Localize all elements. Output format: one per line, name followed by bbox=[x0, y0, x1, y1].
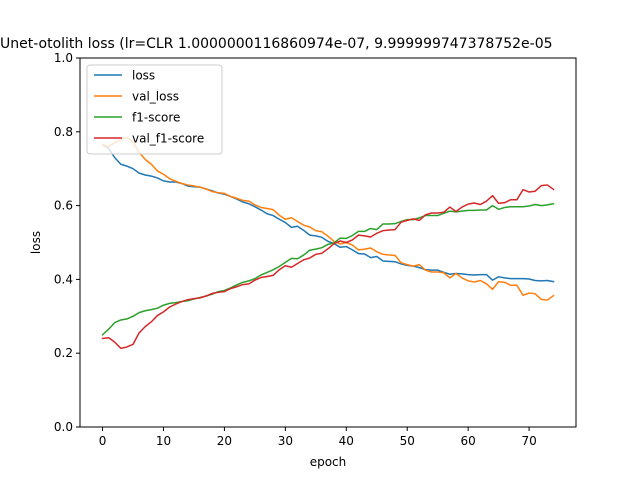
series-line-val_loss bbox=[101, 136, 555, 301]
legend-box bbox=[86, 64, 223, 155]
x-tick-label: 10 bbox=[156, 434, 171, 448]
y-axis-label: loss bbox=[29, 231, 43, 254]
x-tick-label: 70 bbox=[521, 434, 536, 448]
y-axis-ticks: 0.0 0.2 0.4 0.6 0.8 1.0 bbox=[54, 51, 80, 434]
y-tick-label: 0.6 bbox=[54, 199, 73, 213]
x-axis-label: epoch bbox=[310, 455, 347, 469]
series-line-f1-score bbox=[101, 202, 555, 336]
legend-label-f1-score: f1-score bbox=[132, 111, 180, 125]
legend-label-loss: loss bbox=[132, 69, 155, 83]
legend-label-val_loss: val_loss bbox=[132, 90, 179, 104]
x-tick-label: 60 bbox=[461, 434, 476, 448]
y-tick-label: 0.0 bbox=[54, 420, 73, 434]
series-line-val_f1-score bbox=[101, 184, 555, 350]
x-tick-label: 50 bbox=[400, 434, 415, 448]
x-tick-label: 0 bbox=[99, 434, 107, 448]
chart-title: Unet-otolith loss (lr=CLR 1.000000011686… bbox=[0, 36, 553, 52]
y-tick-label: 0.2 bbox=[54, 346, 73, 360]
y-tick-label: 1.0 bbox=[54, 51, 73, 65]
x-tick-label: 30 bbox=[278, 434, 293, 448]
legend-label-val_f1-score: val_f1-score bbox=[132, 132, 204, 146]
y-tick-label: 0.8 bbox=[54, 125, 73, 139]
y-tick-label: 0.4 bbox=[54, 272, 73, 286]
x-tick-label: 40 bbox=[339, 434, 354, 448]
x-tick-label: 20 bbox=[217, 434, 232, 448]
x-axis-ticks: 0 10 20 30 40 50 60 70 bbox=[99, 427, 537, 448]
series-lines bbox=[101, 136, 555, 350]
plot-frame bbox=[79, 57, 577, 428]
legend: loss val_loss f1-score val_f1-score bbox=[86, 64, 223, 155]
